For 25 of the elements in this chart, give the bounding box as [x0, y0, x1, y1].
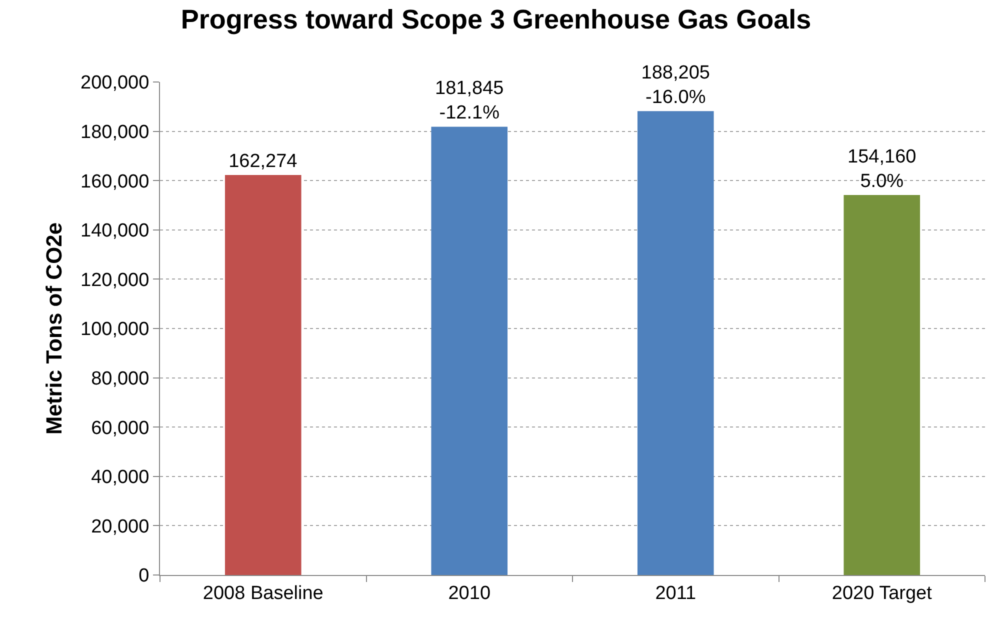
y-tick-label: 120,000	[80, 270, 150, 291]
y-tick-label: 60,000	[91, 418, 150, 439]
y-axis-title: Metric Tons of CO2e	[41, 222, 66, 435]
y-tick-label: 200,000	[80, 72, 150, 94]
bar	[637, 111, 714, 575]
data-label: 181,845 -12.1%	[435, 78, 504, 124]
x-tick-label: 2008 Baseline	[202, 582, 324, 604]
y-tick-label: 140,000	[80, 220, 150, 242]
y-tick-label: 180,000	[80, 122, 150, 143]
data-label: 154,160 5.0%	[848, 146, 916, 192]
y-tick-label: 80,000	[91, 368, 150, 390]
bar	[224, 174, 302, 575]
y-tick-label: 0	[138, 566, 150, 587]
x-tick-label: 2020 Target	[832, 582, 933, 604]
bar	[844, 195, 920, 575]
data-label: 188,205 -16.0%	[641, 62, 710, 108]
data-label: 162,274	[228, 150, 298, 172]
chart-title: Progress toward Scope 3 Greenhouse Gas Goals	[180, 4, 812, 34]
x-tick-label: 2010	[448, 582, 491, 604]
y-tick-label: 160,000	[80, 171, 150, 192]
bar	[431, 126, 508, 575]
y-tick-label: 100,000	[80, 319, 150, 340]
y-tick-label: 40,000	[91, 467, 150, 488]
y-tick-label: 20,000	[91, 516, 150, 538]
x-tick-label: 2011	[655, 582, 696, 604]
